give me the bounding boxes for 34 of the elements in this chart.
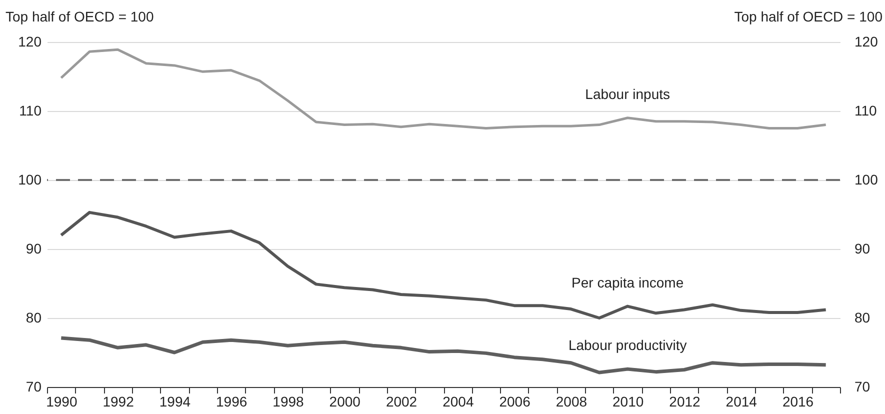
x-tick-label: 2000 [329,394,361,410]
x-tick-label: 1996 [216,394,248,410]
x-tick-label: 2012 [669,394,701,410]
x-tick-label: 2004 [442,394,474,410]
series-label: Labour inputs [585,86,670,102]
y-axis-title: Top half of OECD = 100 [6,8,154,24]
x-tick-label: 1990 [46,394,78,410]
y2-tick-label: 90 [854,240,870,256]
y2-tick-label: 110 [854,102,878,118]
y-tick-label: 80 [26,310,42,326]
x-tick-label: 2016 [782,394,814,410]
y-tick-label: 120 [18,34,42,50]
line-series [59,336,828,374]
y-tick-label: 100 [18,172,42,188]
y2-tick-label: 80 [854,310,870,326]
x-tick-label: 2010 [612,394,644,410]
x-tick-label: 2002 [386,394,418,410]
line-series [60,48,828,130]
series-label: Labour productivity [568,337,687,354]
x-tick-label: 1992 [102,394,134,410]
y2-tick-label: 120 [854,34,878,50]
y-tick-label: 90 [26,240,42,256]
y2-tick-label: 100 [854,172,878,188]
line-series [60,210,828,320]
x-tick-label: 1998 [272,394,304,410]
x-tick-label: 1994 [159,394,191,410]
y-tick-label: 70 [26,378,42,394]
series-label: Per capita income [572,274,684,290]
y2-tick-label: 70 [854,378,870,394]
y2-axis-title: Top half of OECD = 100 [734,8,883,24]
x-tick-label: 2008 [556,394,588,410]
x-tick-label: 2006 [499,394,531,410]
y-tick-label: 110 [19,102,42,118]
x-tick-label: 2014 [726,394,758,410]
